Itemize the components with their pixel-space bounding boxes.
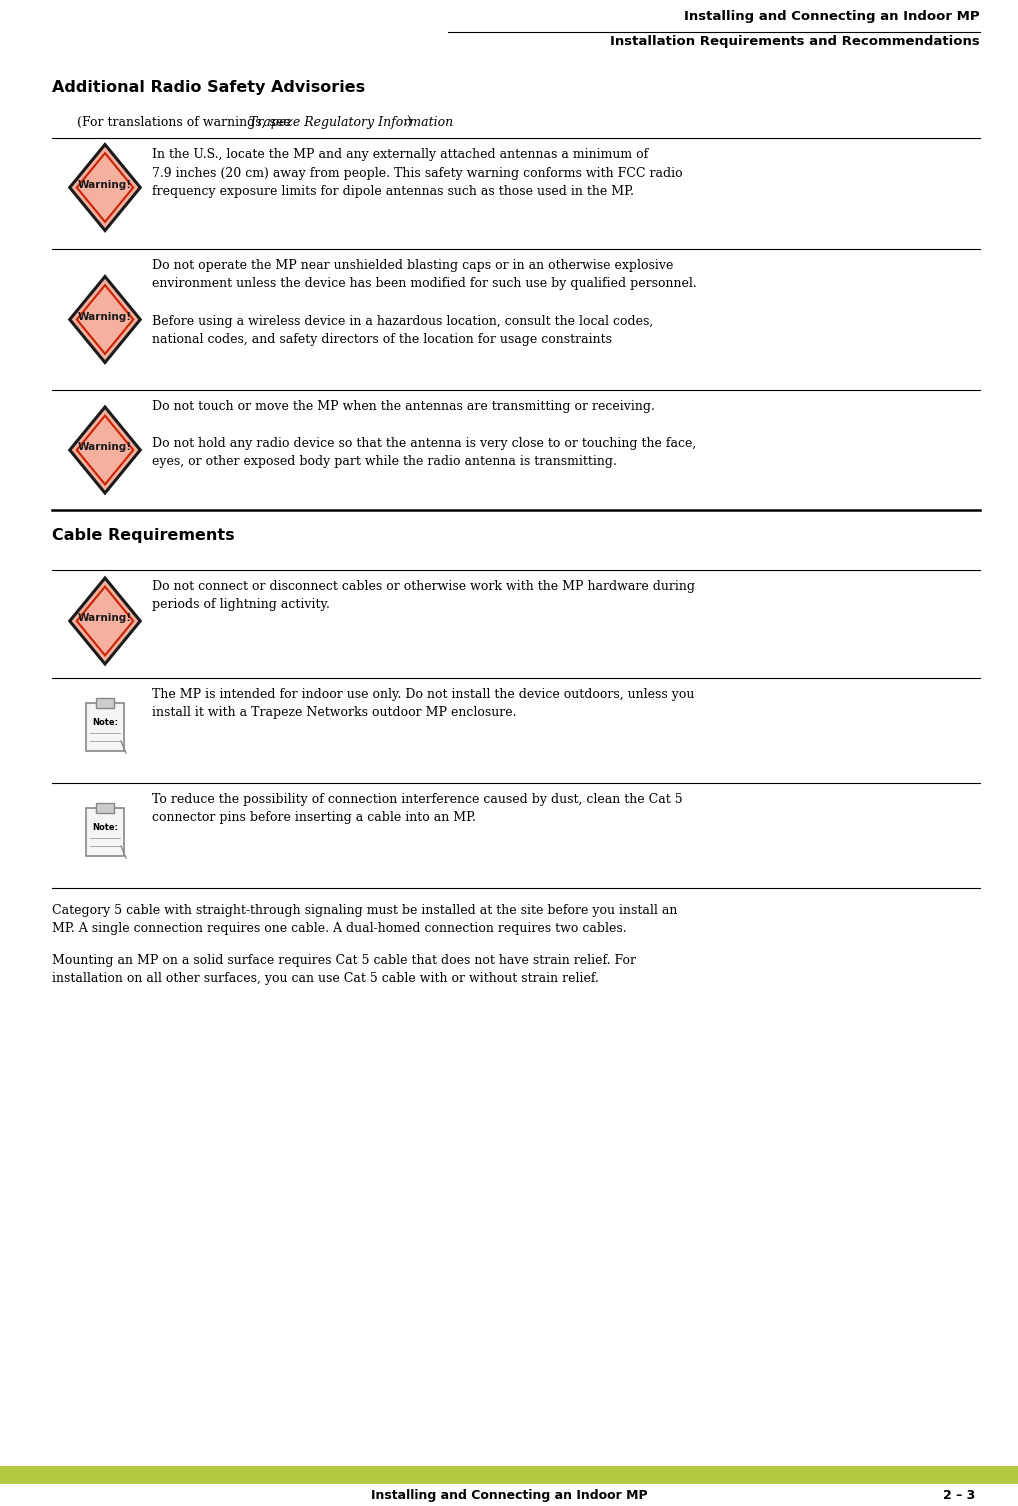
Polygon shape [70,578,140,664]
Polygon shape [70,145,140,230]
Text: Additional Radio Safety Advisories: Additional Radio Safety Advisories [52,80,365,95]
FancyBboxPatch shape [96,803,114,813]
Text: (For translations of warnings, see: (For translations of warnings, see [77,116,294,130]
Text: Do not connect or disconnect cables or otherwise work with the MP hardware durin: Do not connect or disconnect cables or o… [152,580,695,611]
Text: Cable Requirements: Cable Requirements [52,529,234,544]
Text: Note:: Note: [92,824,118,833]
Text: Warning!: Warning! [78,613,132,623]
FancyBboxPatch shape [86,809,124,855]
Text: Warning!: Warning! [78,312,132,321]
Text: Category 5 cable with straight-through signaling must be installed at the site b: Category 5 cable with straight-through s… [52,904,677,935]
Bar [0,1465,1018,1483]
Text: Do not touch or move the MP when the antennas are transmitting or receiving.

Do: Do not touch or move the MP when the ant… [152,401,696,468]
Text: Mounting an MP on a solid surface requires Cat 5 cable that does not have strain: Mounting an MP on a solid surface requir… [52,953,636,985]
Text: .): .) [404,116,412,130]
Text: 2 – 3: 2 – 3 [943,1489,975,1501]
Polygon shape [70,277,140,363]
FancyBboxPatch shape [96,697,114,708]
Text: To reduce the possibility of connection interference caused by dust, clean the C: To reduce the possibility of connection … [152,794,683,824]
Text: Trapeze Regulatory Information: Trapeze Regulatory Information [249,116,453,130]
Text: Installation Requirements and Recommendations: Installation Requirements and Recommenda… [610,35,980,48]
Text: In the U.S., locate the MP and any externally attached antennas a minimum of
7.9: In the U.S., locate the MP and any exter… [152,148,683,197]
Text: Do not operate the MP near unshielded blasting caps or in an otherwise explosive: Do not operate the MP near unshielded bl… [152,259,696,346]
Text: Warning!: Warning! [78,441,132,452]
Text: Installing and Connecting an Indoor MP: Installing and Connecting an Indoor MP [371,1489,647,1501]
Text: Warning!: Warning! [78,179,132,190]
Polygon shape [70,407,140,492]
Text: Note:: Note: [92,718,118,727]
Text: The MP is intended for indoor use only. Do not install the device outdoors, unle: The MP is intended for indoor use only. … [152,688,694,720]
FancyBboxPatch shape [86,703,124,751]
Text: Installing and Connecting an Indoor MP: Installing and Connecting an Indoor MP [684,11,980,23]
